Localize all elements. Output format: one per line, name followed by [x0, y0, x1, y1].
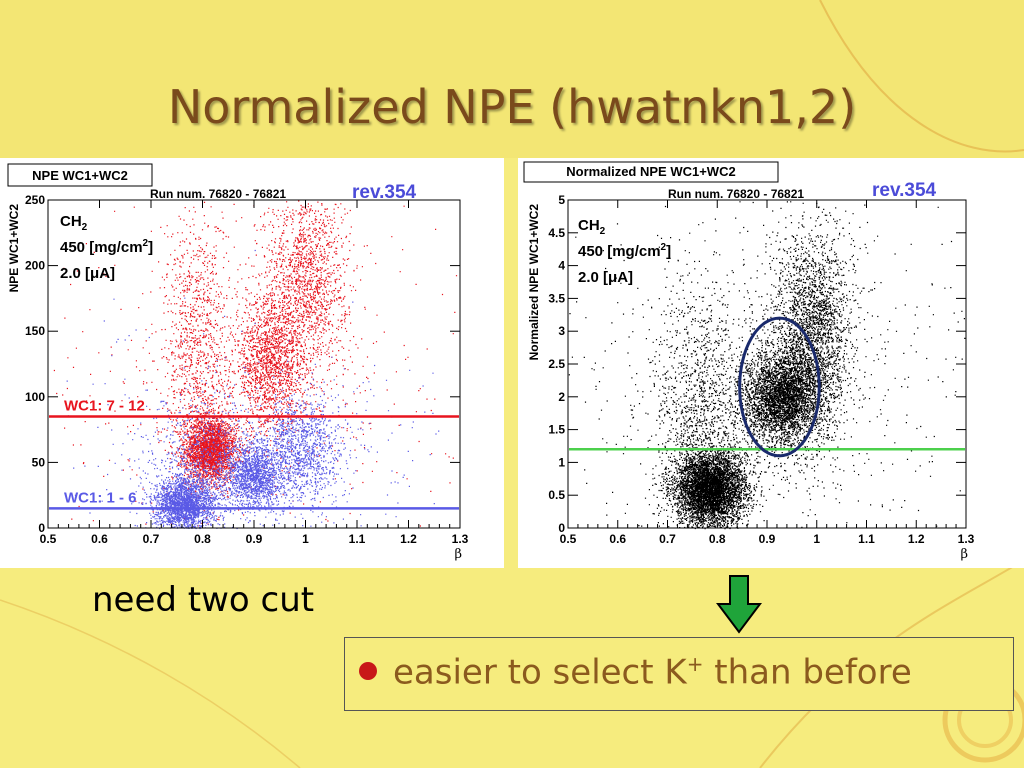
info-current: 2.0 [μA]	[60, 265, 115, 282]
y-tick-label: 0.5	[548, 488, 565, 502]
y-tick-label: 4.5	[548, 226, 565, 240]
y-tick-label: 4	[558, 259, 565, 273]
down-arrow-icon	[716, 575, 762, 634]
slide-title: Normalized NPE (hwatnkn1,2)	[167, 80, 857, 134]
series-0-points	[53, 200, 458, 527]
y-tick-label: 250	[25, 193, 45, 207]
x-tick-label: 0.7	[143, 532, 160, 546]
bullet-text-post: than before	[703, 652, 912, 693]
info-material: CH2	[578, 217, 606, 237]
x-tick-label: 0.5	[560, 532, 577, 546]
y-tick-label: 50	[32, 455, 46, 469]
bullet-text: easier to select K+ than before	[393, 652, 912, 692]
info-thickness-end: ]	[666, 243, 671, 260]
bullet-box: easier to select K+ than before	[344, 637, 1014, 711]
y-tick-label: 200	[25, 259, 45, 273]
x-tick-label: 0.8	[194, 532, 211, 546]
scatter-points	[53, 200, 459, 530]
info-current: 2.0 [μA]	[578, 269, 633, 286]
info-material: CH2	[60, 213, 88, 233]
y-tick-label: 1.5	[548, 423, 565, 437]
y-tick-label: 100	[25, 390, 45, 404]
y-tick-label: 0	[558, 521, 565, 535]
x-tick-label: 1.3	[958, 532, 975, 546]
rev-label: rev.354	[352, 182, 417, 203]
x-tick-label: 1	[813, 532, 820, 546]
chart-title-box	[7, 163, 153, 187]
chart-title: Normalized NPE WC1+WC2	[566, 164, 735, 179]
info-thickness-end: ]	[148, 239, 153, 256]
y-tick-label: 3	[558, 324, 565, 338]
selection-ellipse	[738, 316, 821, 458]
chart-title: NPE WC1+WC2	[32, 168, 128, 183]
y-tick-label: 2	[558, 390, 565, 404]
chart-panel-normalized-npe: 0.5 0.6 0.7 0.8 0.9 1 1.1 1.2 1.3 0 0.5 1 1.5 2 2.5 3 3.…	[518, 158, 1024, 568]
series-1-points	[66, 249, 459, 530]
y-tick-label: 5	[558, 193, 565, 207]
rev-label: rev.354	[872, 180, 937, 201]
info-thickness: 450 [mg/cm2]	[578, 242, 671, 260]
chart-npe: 0.5 0.6 0.7 0.8 0.9 1 1.1 1.2 1.3 0 50 100 150 200 250…	[7, 163, 469, 562]
x-tick-label: 0.6	[609, 532, 626, 546]
info-thickness-sup: 2	[661, 242, 667, 253]
info-material-sub: 2	[600, 226, 606, 237]
cut-line-label-1: WC1: 1 - 6	[64, 489, 137, 506]
chart-normalized-npe: 0.5 0.6 0.7 0.8 0.9 1 1.1 1.2 1.300.511.522.533.…	[523, 161, 975, 562]
x-tick-label: 1.3	[452, 532, 469, 546]
x-axis-label: β	[454, 547, 462, 562]
x-tick-label: 1.2	[908, 532, 925, 546]
info-material-text: CH	[60, 213, 82, 230]
x-axis-label: β	[960, 547, 968, 562]
y-tick-label: 0	[38, 521, 45, 535]
x-tick-label: 1.2	[400, 532, 417, 546]
bullet-text-sup: +	[686, 652, 704, 676]
note-text: need two cut	[92, 580, 315, 620]
x-tick-label: 0.8	[709, 532, 726, 546]
x-tick-label: 0.6	[91, 532, 108, 546]
info-thickness-text: 450 [mg/cm	[578, 243, 661, 260]
x-tick-label: 0.7	[659, 532, 676, 546]
info-thickness-sup: 2	[143, 238, 149, 249]
info-material-sub: 2	[82, 222, 88, 233]
chart-panel-npe: 0.5 0.6 0.7 0.8 0.9 1 1.1 1.2 1.3 0 50 100 150 200 250…	[0, 158, 504, 568]
bullet-dot	[359, 662, 377, 680]
info-thickness: 450 [mg/cm2]	[60, 238, 153, 256]
y-axis-label: NPE WC1+WC2	[7, 204, 21, 293]
run-label: Run num. 76820 - 76821	[150, 187, 286, 201]
y-tick-label: 1	[558, 455, 565, 469]
info-thickness-text: 450 [mg/cm	[60, 239, 143, 256]
x-tick-label: 0.9	[759, 532, 776, 546]
x-tick-label: 0.9	[246, 532, 263, 546]
x-tick-label: 1.1	[349, 532, 366, 546]
y-tick-label: 150	[25, 324, 45, 338]
series-0-scatter	[53, 200, 458, 527]
y-tick-label: 3.5	[548, 291, 565, 305]
x-tick-label: 1.1	[858, 532, 875, 546]
cut-line-label-0: WC1: 7 - 12	[64, 397, 145, 414]
chart-title-box	[523, 161, 779, 183]
y-tick-label: 2.5	[548, 357, 565, 371]
bullet-text-pre: easier to select K	[393, 652, 687, 693]
series-1-scatter	[66, 249, 459, 530]
info-material-text: CH	[578, 217, 600, 234]
x-tick-label: 0.5	[40, 532, 57, 546]
y-axis-label: Normalized NPE WC1+WC2	[527, 204, 541, 361]
run-label: Run num. 76820 - 76821	[668, 187, 804, 201]
x-tick-label: 1	[302, 532, 309, 546]
